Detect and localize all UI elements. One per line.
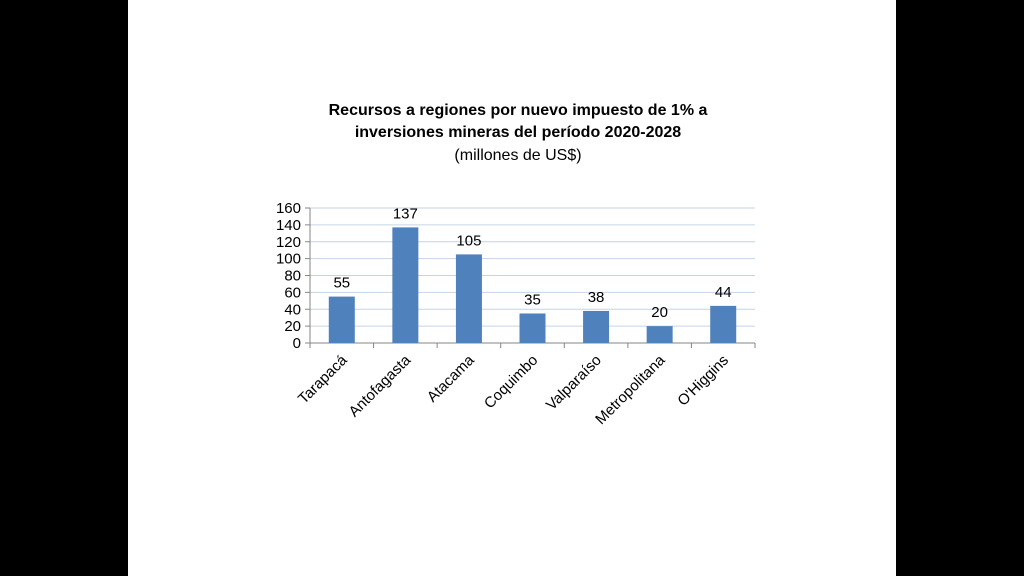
- data-label: 105: [456, 232, 481, 249]
- y-tick-label: 100: [276, 251, 301, 268]
- y-tick-label: 80: [284, 268, 301, 285]
- chart-subtitle: (millones de US$): [454, 147, 581, 164]
- chart-title-line1: Recursos a regiones por nuevo impuesto d…: [329, 102, 708, 119]
- bar: [519, 313, 546, 343]
- bar-chart: Recursos a regiones por nuevo impuesto d…: [276, 102, 756, 428]
- data-label: 38: [588, 289, 605, 306]
- slide: Recursos a regiones por nuevo impuesto d…: [128, 0, 896, 576]
- y-tick-label: 0: [293, 335, 301, 352]
- data-label: 35: [524, 291, 541, 308]
- y-tick-label: 20: [284, 318, 301, 335]
- data-label: 137: [393, 205, 418, 222]
- category-label: Tarapacá: [295, 351, 351, 407]
- data-label: 20: [651, 304, 668, 321]
- data-labels: 55 137 105 35 38 20 44: [333, 205, 731, 321]
- bar: [710, 305, 737, 343]
- y-tick-label: 40: [284, 301, 301, 318]
- bar: [328, 296, 355, 343]
- y-tick-label: 160: [276, 200, 301, 217]
- data-label: 44: [715, 284, 732, 301]
- y-tick-label: 60: [284, 284, 301, 301]
- bar: [392, 227, 419, 343]
- category-label: Antofagasta: [346, 351, 415, 420]
- bar: [455, 254, 482, 343]
- category-label: Coquimbo: [481, 352, 541, 412]
- category-label: Valparaíso: [543, 352, 605, 414]
- bars: [328, 227, 737, 343]
- bar: [646, 326, 673, 343]
- bar: [583, 310, 610, 343]
- category-label: O'Higgins: [674, 352, 732, 410]
- axes: [305, 207, 756, 348]
- chart-title-line2: inversiones mineras del período 2020-202…: [355, 124, 681, 141]
- category-label: Atacama: [424, 351, 478, 405]
- y-tick-label: 120: [276, 234, 301, 251]
- y-tick-label: 140: [276, 217, 301, 234]
- gridlines: [310, 207, 755, 327]
- data-label: 55: [333, 275, 350, 292]
